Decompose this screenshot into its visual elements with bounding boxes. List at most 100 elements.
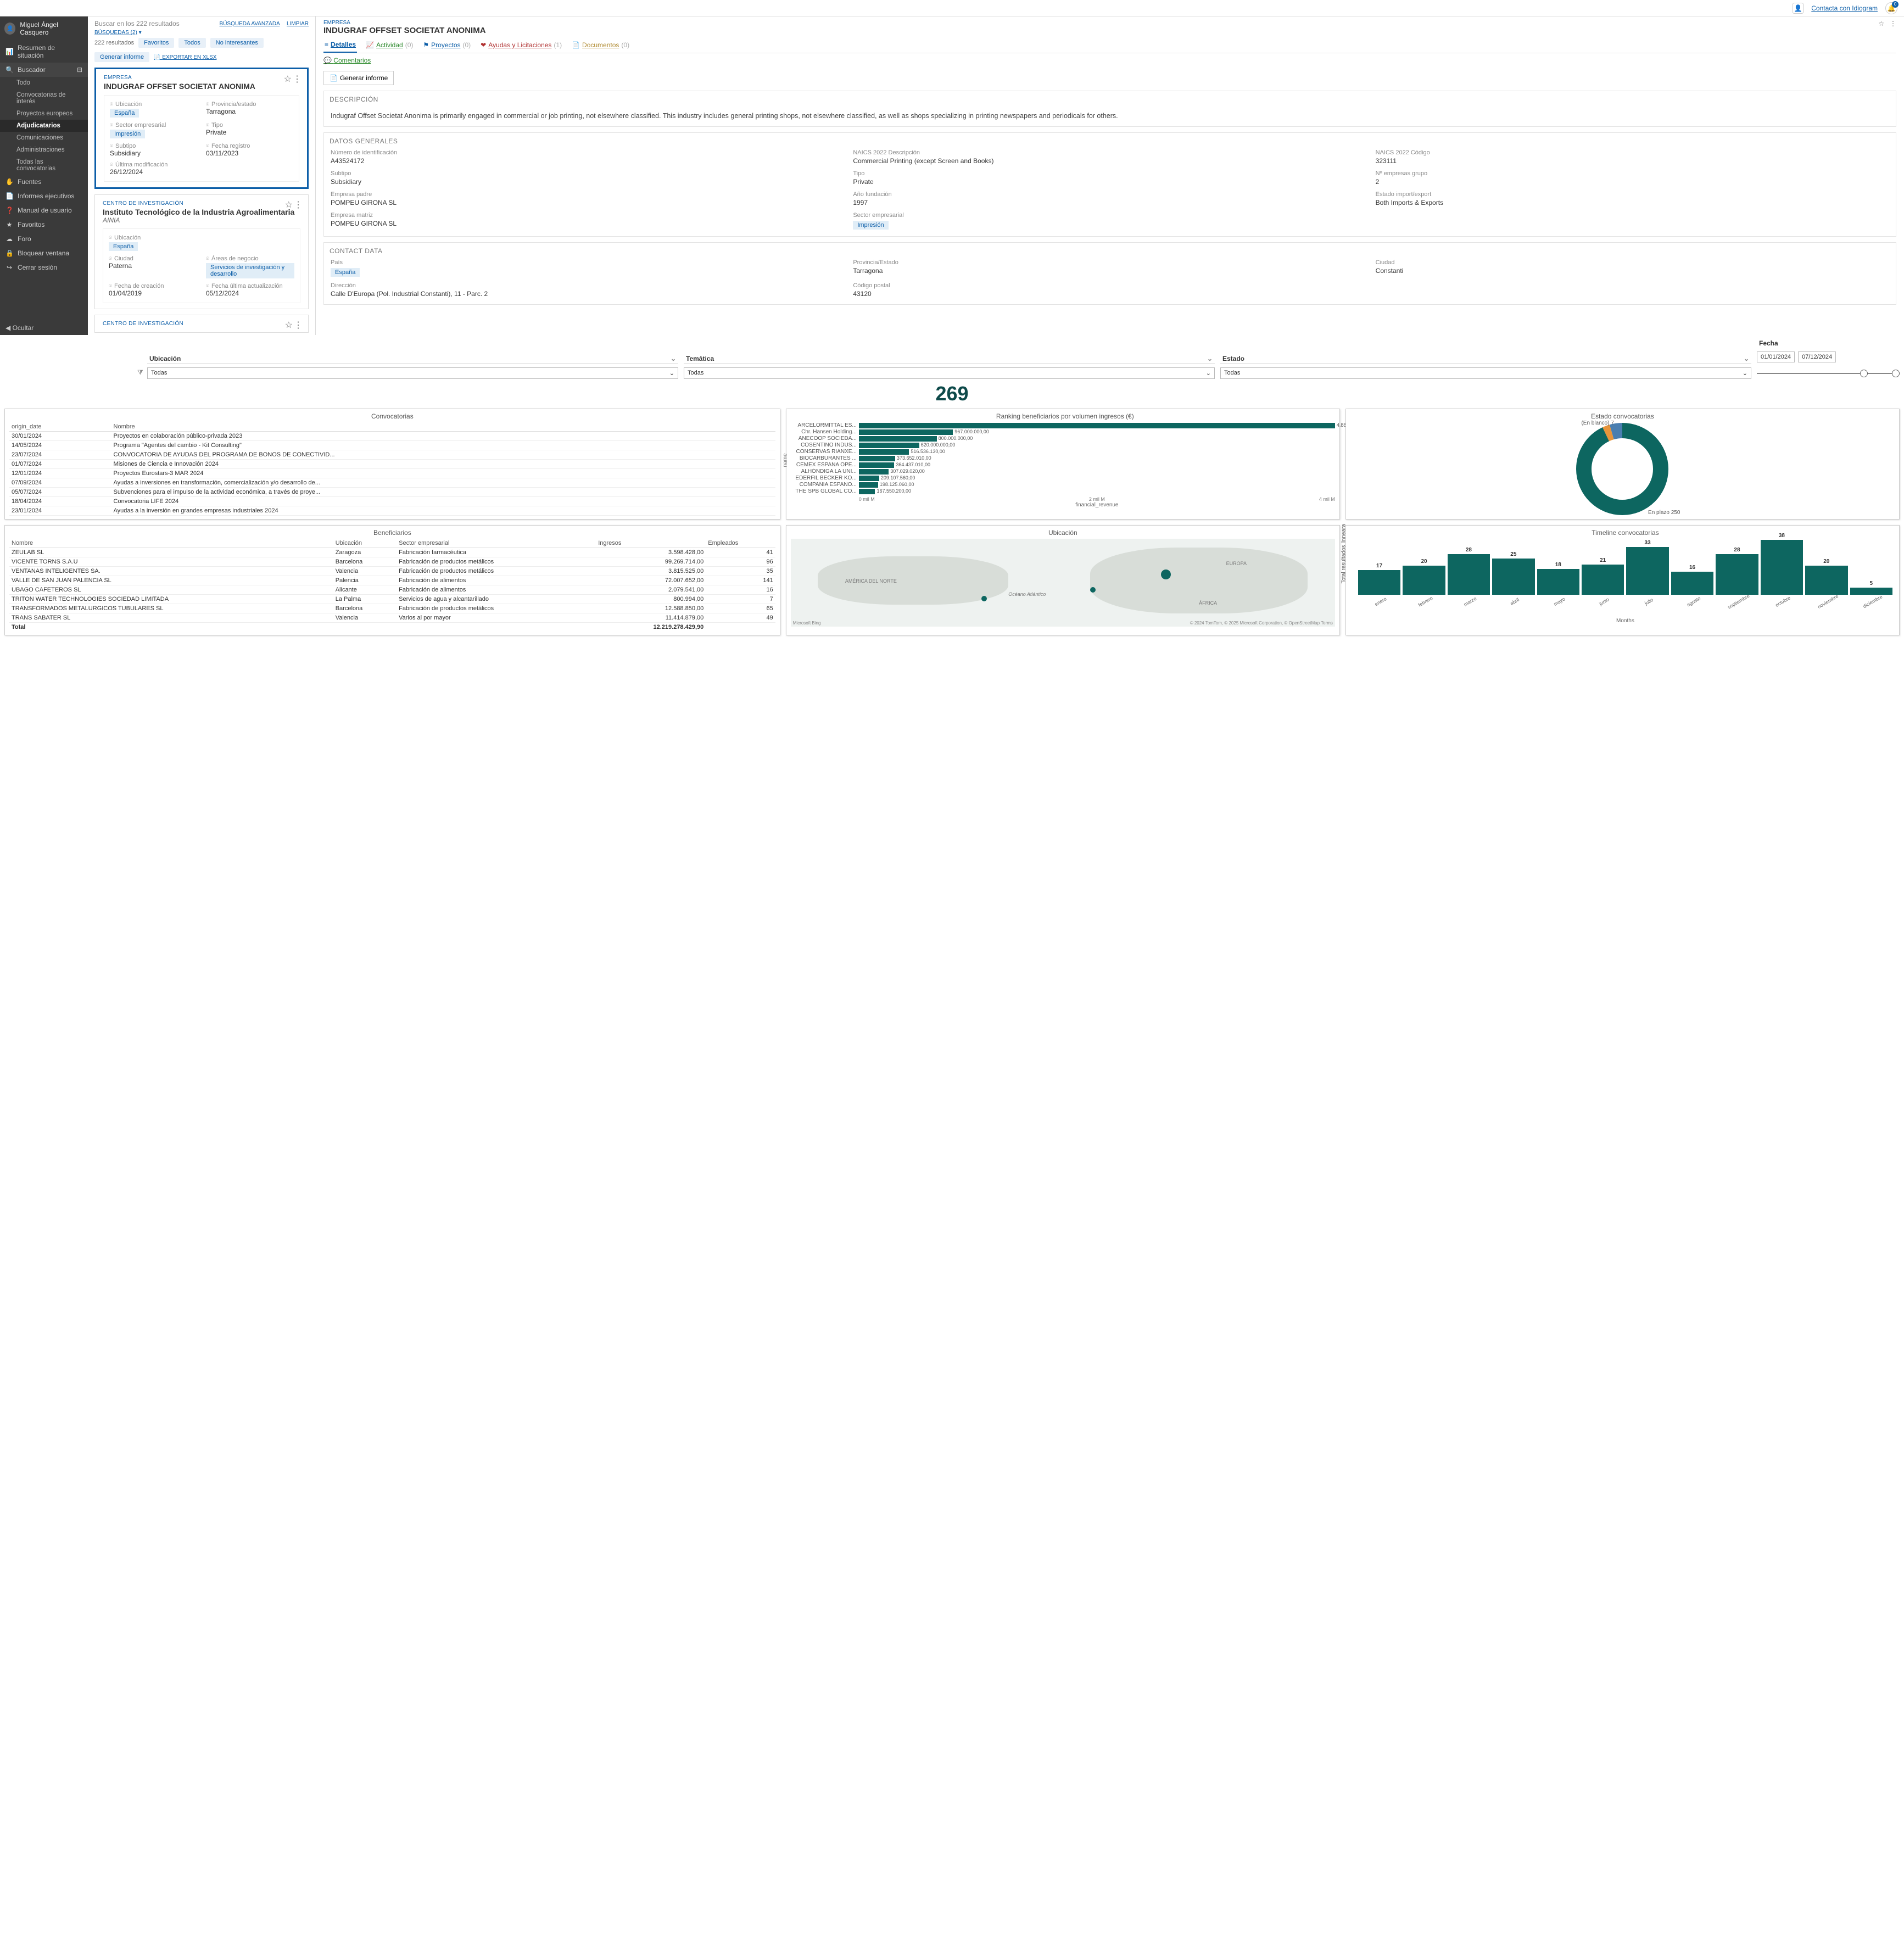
tab-proyectos[interactable]: ⚑ Proyectos (0) — [422, 38, 472, 53]
table-row[interactable]: 12/01/2024Proyectos Eurostars-3 MAR 2024 — [9, 469, 775, 478]
dots-icon[interactable]: ⋮ — [294, 199, 303, 210]
filter-generar[interactable]: Generar informe — [94, 52, 149, 62]
ranking-title: Ranking beneficiarios por volumen ingres… — [795, 412, 1335, 420]
kv-field: TipoPrivate — [853, 170, 1366, 186]
sidebar-item-resumen[interactable]: 📊Resumen de situación — [0, 41, 88, 63]
card-field: UbicaciónEspaña — [110, 101, 197, 118]
map[interactable]: AMÉRICA DEL NORTE EUROPA ÁFRICA Océano A… — [791, 539, 1335, 627]
detail-star-icon[interactable]: ☆ — [1878, 20, 1884, 27]
timeline-chart: 17enero20febrero28marzo25abril18mayo21ju… — [1356, 539, 1895, 605]
sidebar-item-foro[interactable]: ☁Foro — [0, 232, 88, 246]
desc-heading: DESCRIPCIÓN — [324, 91, 1896, 108]
tab-detalles[interactable]: ≡ Detalles — [323, 38, 357, 53]
date-to[interactable]: 07/12/2024 — [1798, 351, 1836, 362]
table-row[interactable]: 30/01/2024Proyectos en colaboración públ… — [9, 432, 775, 441]
table-row[interactable]: 23/01/2024Ayudas a la inversión en grand… — [9, 506, 775, 516]
sidebar-sub-comunicaciones[interactable]: Comunicaciones — [0, 132, 88, 144]
table-row[interactable]: 23/07/2024CONVOCATORIA DE AYUDAS DEL PRO… — [9, 450, 775, 460]
result-card[interactable]: ☆⋮CENTRO DE INVESTIGACIÓN — [94, 315, 309, 333]
collapse-icon[interactable]: ⊟ — [77, 66, 82, 74]
user-icon[interactable]: 👤 — [1793, 3, 1804, 14]
tab-ayudas y licitaciones[interactable]: ❤ Ayudas y Licitaciones (1) — [479, 38, 563, 53]
searches-link[interactable]: BÚSQUEDAS (2) — [94, 30, 137, 36]
table-row[interactable]: VICENTE TORNS S.A.UBarcelonaFabricación … — [9, 557, 775, 567]
table-row[interactable]: VALLE DE SAN JUAN PALENCIA SLPalenciaFab… — [9, 576, 775, 585]
section-descripcion: DESCRIPCIÓN Indugraf Offset Societat Ano… — [323, 91, 1896, 127]
filter-ubicacion[interactable]: Todas⌄ — [147, 367, 678, 379]
star-icon[interactable]: ☆ — [284, 74, 292, 85]
sidebar-sub-todo[interactable]: Todo — [0, 77, 88, 89]
filter-favoritos[interactable]: Favoritos — [138, 38, 174, 48]
dots-icon[interactable]: ⋮ — [293, 74, 301, 85]
bell-icon[interactable]: 🔔0 — [1885, 2, 1897, 14]
timeline-bar: 16agosto — [1671, 565, 1713, 605]
table-row[interactable]: 14/05/2024Programa "Agentes del cambio -… — [9, 441, 775, 450]
table-row[interactable]: VENTANAS INTELIGENTES SA.ValenciaFabrica… — [9, 567, 775, 576]
ranking-row: CONSERVAS RIANXE...516.536.130,00 — [795, 449, 1335, 455]
card-field: Fecha última actualización05/12/2024 — [206, 283, 294, 297]
filter-tematica[interactable]: Todas⌄ — [684, 367, 1215, 379]
ranking-row: CEMEX ESPAÑA OPE...364.437.010,00 — [795, 462, 1335, 468]
card-field: Fecha de creación01/04/2019 — [109, 283, 197, 297]
filter-tematica-label: Temática — [686, 355, 714, 362]
sidebar-sub-administraciones[interactable]: Administraciones — [0, 144, 88, 156]
sidebar-sub-adjudicatarios[interactable]: Adjudicatarios — [0, 120, 88, 132]
sidebar-item-fuentes[interactable]: ✋Fuentes — [0, 175, 88, 189]
table-row[interactable]: 05/07/2024Subvenciones para el impulso d… — [9, 488, 775, 497]
table-row[interactable]: TRANSFORMADOS METALURGICOS TUBULARES SLB… — [9, 604, 775, 613]
chevron-down-icon[interactable]: ⌄ — [671, 355, 676, 362]
table-row[interactable]: TRANS SABATER SLValenciaVarios al por ma… — [9, 613, 775, 623]
table-row[interactable]: UBAGO CAFETEROS SLAlicanteFabricación de… — [9, 585, 775, 595]
filter-estado[interactable]: Todas⌄ — [1220, 367, 1751, 379]
chevron-down-icon[interactable]: ⌄ — [1744, 355, 1749, 362]
sidebar-item-favoritos[interactable]: ★Favoritos — [0, 217, 88, 232]
timeline-bar: 25abril — [1492, 551, 1534, 605]
result-card[interactable]: ☆⋮EMPRESAINDUGRAF OFFSET SOCIETAT ANONIM… — [94, 68, 309, 189]
table-row[interactable]: 07/09/2024Ayudas a inversiones en transf… — [9, 478, 775, 488]
map-label-af: ÁFRICA — [1199, 600, 1217, 606]
ranking-row: THE SPB GLOBAL CO...167.550.200,00 — [795, 488, 1335, 494]
sidebar-item-manual-de-usuario[interactable]: ❓Manual de usuario — [0, 203, 88, 217]
table-row[interactable]: 01/07/2024Misiones de Ciencia e Innovaci… — [9, 460, 775, 469]
tab-comentarios[interactable]: 💬 Comentarios — [323, 57, 371, 64]
clear-link[interactable]: LIMPIAR — [287, 21, 309, 27]
sidebar-user[interactable]: 👤 Miguel Ángel Casquero — [0, 16, 88, 41]
star-icon[interactable]: ☆ — [285, 199, 293, 210]
table-row[interactable]: 18/04/2024Convocatoria LIFE 2024 — [9, 497, 775, 506]
timeline-bar: 28marzo — [1448, 547, 1490, 605]
star-icon[interactable]: ☆ — [285, 320, 293, 331]
sidebar-item-informes-ejecutivos[interactable]: 📄Informes ejecutivos — [0, 189, 88, 203]
sidebar-ocultar[interactable]: ◀ Ocultar — [0, 321, 88, 335]
card-field: Fecha registro03/11/2023 — [206, 143, 293, 157]
tab-documentos[interactable]: 📄 Documentos (0) — [571, 38, 630, 53]
detail-dots-icon[interactable]: ⋮ — [1890, 20, 1896, 27]
filter-todos[interactable]: Todos — [178, 38, 205, 48]
generar-informe-button[interactable]: 📄 Generar informe — [323, 71, 394, 85]
chevron-down-icon[interactable]: ▾ — [139, 30, 142, 36]
table-row[interactable]: TRITON WATER TECHNOLOGIES SOCIEDAD LIMIT… — [9, 595, 775, 604]
panel-convocatorias: Convocatorias origin_dateNombre30/01/202… — [4, 409, 780, 520]
date-slider[interactable] — [1757, 368, 1900, 379]
sidebar-item-bloquear-ventana[interactable]: 🔒Bloquear ventana — [0, 246, 88, 260]
sidebar-sub-todas-las-convocatorias[interactable]: Todas las convocatorias — [0, 156, 88, 175]
funnel-icon[interactable]: ⧩ — [137, 369, 143, 377]
search-placeholder[interactable]: Buscar en los 222 resultados — [94, 20, 180, 27]
filter-nointeresantes[interactable]: No interesantes — [210, 38, 264, 48]
sidebar-item-cerrar-sesión[interactable]: ↪Cerrar sesión — [0, 260, 88, 275]
result-card[interactable]: ☆⋮CENTRO DE INVESTIGACIÓNInstituto Tecno… — [94, 194, 309, 309]
sidebar-sub-convocatorias-de-interés[interactable]: Convocatorias de interés — [0, 89, 88, 108]
sidebar-sub-proyectos-europeos[interactable]: Proyectos europeos — [0, 108, 88, 120]
card-kind: CENTRO DE INVESTIGACIÓN — [103, 321, 300, 327]
chevron-down-icon[interactable]: ⌄ — [1207, 355, 1213, 362]
date-from[interactable]: 01/01/2024 — [1757, 351, 1795, 362]
avatar: 👤 — [4, 23, 15, 35]
contact-link[interactable]: Contacta con Idiogram — [1811, 4, 1878, 12]
export-link[interactable]: 📄 EXPORTAR EN XLSX — [154, 54, 216, 60]
tab-actividad[interactable]: 📈 Actividad (0) — [365, 38, 414, 53]
timeline-title: Timeline convocatorias — [1356, 529, 1895, 537]
adv-search-link[interactable]: BÚSQUEDA AVANZADA — [220, 21, 280, 27]
table-row[interactable]: ZEULAB SLZaragozaFabricación farmacéutic… — [9, 548, 775, 557]
sidebar-item-buscador[interactable]: 🔍Buscador⊟ — [0, 63, 88, 77]
ranking-row: ARCELORMITTAL ES...4.887.764.200,00 — [795, 422, 1335, 428]
dots-icon[interactable]: ⋮ — [294, 320, 303, 331]
